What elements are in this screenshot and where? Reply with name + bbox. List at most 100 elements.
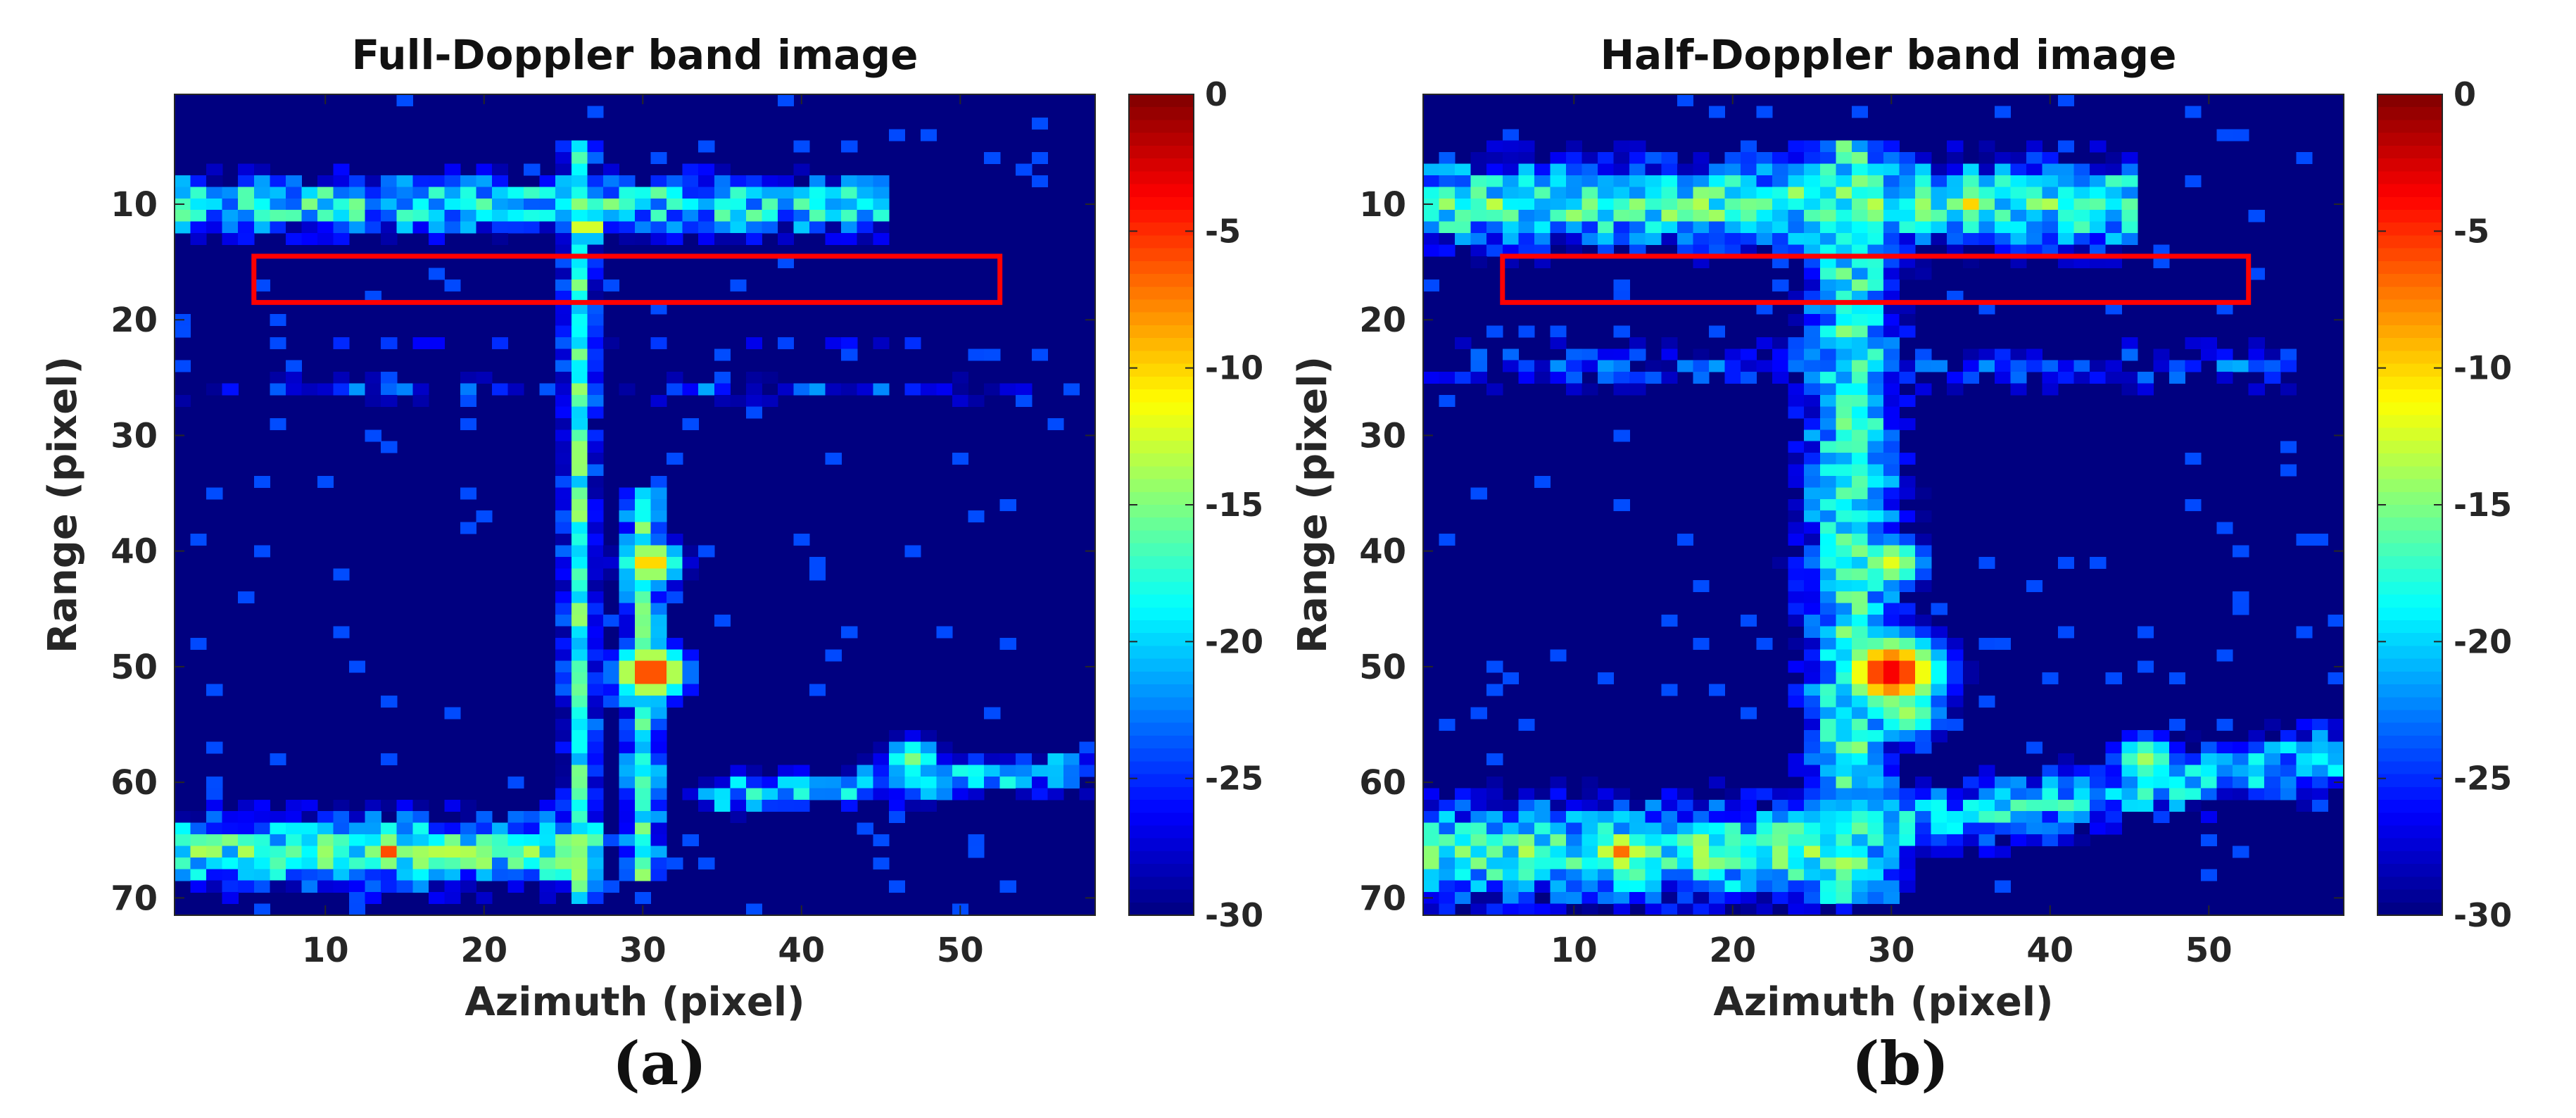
heatmap-cell — [587, 394, 604, 408]
heatmap-cell — [587, 487, 604, 500]
heatmap-cell — [1962, 187, 1979, 199]
colorbar-swatch — [1129, 620, 1194, 634]
heatmap-cell — [2311, 788, 2329, 800]
heatmap-cell — [2168, 788, 2186, 800]
heatmap-cell — [920, 383, 937, 396]
heatmap-cell — [1788, 534, 1805, 546]
heatmap-cell — [1947, 846, 1964, 858]
y-tick-label: 10 — [1359, 185, 1406, 225]
heatmap-cell — [2201, 741, 2218, 754]
heatmap-cell — [507, 857, 524, 869]
heatmap-cell — [635, 672, 652, 685]
heatmap-cell — [333, 857, 350, 869]
heatmap-cell — [698, 163, 715, 176]
heatmap-cell — [1883, 730, 1900, 743]
heatmap-cell — [555, 233, 572, 246]
heatmap-cell — [1518, 799, 1535, 812]
heatmap-cell — [667, 198, 683, 211]
y-tick-label: 10 — [111, 185, 158, 225]
heatmap-cell — [2042, 383, 2059, 396]
heatmap-cell — [1867, 626, 1884, 639]
heatmap-cell — [507, 187, 524, 199]
heatmap-cell — [1486, 857, 1503, 869]
x-tick-label: 30 — [1868, 931, 1915, 970]
heatmap-cell — [1804, 175, 1821, 187]
heatmap-cell — [2137, 799, 2154, 812]
heatmap-cell — [270, 822, 286, 835]
heatmap-cell — [412, 857, 429, 869]
heatmap-cell — [2058, 822, 2075, 835]
heatmap-cell — [1883, 441, 1900, 453]
heatmap-cell — [667, 649, 683, 662]
heatmap-cell — [1947, 291, 1964, 303]
heatmap-cell — [2216, 129, 2233, 142]
heatmap-cell — [2090, 799, 2107, 812]
heatmap-cell — [1677, 834, 1693, 847]
heatmap-cell — [2042, 799, 2059, 812]
heatmap-cell — [1788, 579, 1805, 592]
heatmap-cell — [1724, 822, 1741, 835]
heatmap-cell — [507, 880, 524, 893]
heatmap-cell — [1915, 730, 1932, 743]
heatmap-cell — [968, 510, 985, 523]
heatmap-cell — [635, 788, 652, 800]
heatmap-cell — [857, 753, 873, 766]
heatmap-cell — [793, 198, 810, 211]
panel-b-colorbar — [2378, 94, 2442, 916]
heatmap-cell — [1819, 568, 1836, 581]
heatmap-cell — [1883, 337, 1900, 349]
heatmap-cell — [1486, 163, 1503, 176]
heatmap-cell — [1756, 198, 1773, 211]
heatmap-cell — [349, 846, 366, 858]
heatmap-cell — [2026, 140, 2043, 153]
heatmap-cell — [1819, 429, 1836, 442]
heatmap-cell — [1867, 337, 1884, 349]
heatmap-cell — [1804, 660, 1821, 673]
heatmap-cell — [412, 834, 429, 847]
heatmap-cell — [365, 892, 381, 905]
heatmap-cell — [1883, 417, 1900, 430]
y-tick-label: 20 — [1359, 301, 1406, 340]
heatmap-cell — [1550, 811, 1567, 824]
heatmap-cell — [1708, 811, 1726, 824]
heatmap-cell — [1819, 487, 1836, 500]
heatmap-cell — [1756, 233, 1773, 246]
heatmap-cell — [793, 776, 810, 789]
heatmap-cell — [587, 256, 604, 268]
heatmap-cell — [730, 799, 747, 812]
heatmap-cell — [285, 869, 303, 881]
heatmap-cell — [555, 626, 572, 639]
heatmap-cell — [555, 372, 572, 384]
heatmap-cell — [175, 187, 191, 199]
heatmap-cell — [1978, 175, 1995, 187]
heatmap-cell — [1613, 857, 1630, 869]
heatmap-cell — [1899, 880, 1916, 893]
heatmap-cell — [460, 383, 477, 396]
heatmap-cell — [1677, 163, 1693, 176]
heatmap-cell — [1645, 857, 1662, 869]
heatmap-cell — [2296, 152, 2313, 165]
heatmap-cell — [507, 846, 524, 858]
heatmap-cell — [1836, 741, 1852, 754]
heatmap-cell — [476, 846, 493, 858]
heatmap-cell — [1867, 314, 1884, 327]
colorbar-swatch — [2378, 287, 2442, 301]
colorbar-swatch — [2378, 850, 2442, 865]
heatmap-cell — [1486, 776, 1503, 789]
heatmap-cell — [381, 383, 398, 396]
heatmap-cell — [524, 857, 541, 869]
colorbar-swatch — [2378, 838, 2442, 852]
colorbar-swatch — [2378, 505, 2442, 519]
heatmap-cell — [1804, 140, 1821, 153]
heatmap-cell — [1899, 834, 1916, 847]
heatmap-cell — [1867, 765, 1884, 777]
heatmap-cell — [857, 776, 873, 789]
heatmap-cell — [1836, 730, 1852, 743]
heatmap-cell — [1931, 603, 1947, 615]
heatmap-cell — [2280, 360, 2297, 372]
heatmap-cell — [602, 834, 620, 847]
heatmap-cell — [1772, 210, 1789, 222]
heatmap-cell — [1931, 233, 1947, 246]
colorbar-swatch — [1129, 389, 1194, 403]
heatmap-cell — [682, 788, 699, 800]
